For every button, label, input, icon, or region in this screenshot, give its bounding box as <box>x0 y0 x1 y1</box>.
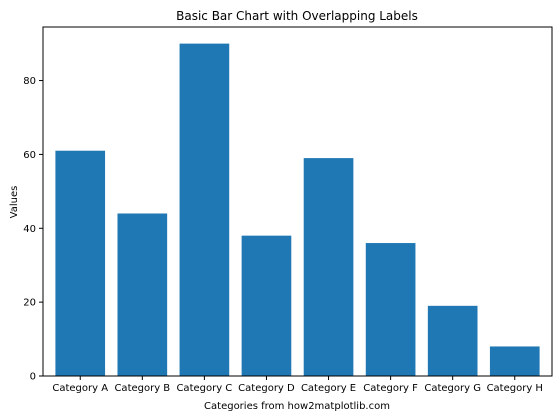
x-tick-label: Category G <box>424 383 481 394</box>
bar-category-f <box>365 243 416 376</box>
x-tick-label: Category A <box>52 383 108 394</box>
plot-area-frame <box>42 26 553 377</box>
x-axis-label: Categories from how2matplotlib.com <box>204 401 390 412</box>
y-tick-label: 60 <box>23 150 36 161</box>
bar-category-h <box>489 346 540 376</box>
bar-category-c <box>179 43 230 377</box>
x-axis-ticks: Category A Category B Category C Category D… <box>52 376 543 394</box>
y-tick-label: 40 <box>23 224 36 235</box>
bars-group <box>55 43 540 377</box>
y-tick-label: 0 <box>30 372 36 383</box>
x-tick-label: Category D <box>238 383 295 394</box>
y-axis-ticks: 0 20 40 60 80 <box>23 76 43 383</box>
bar-category-d <box>241 235 292 376</box>
bar-category-b <box>117 213 168 376</box>
bar-category-a <box>55 150 106 376</box>
x-tick-label: Category E <box>301 383 356 394</box>
y-tick-label: 80 <box>23 76 36 87</box>
y-tick-label: 20 <box>23 298 36 309</box>
x-tick-label: Category C <box>176 383 232 394</box>
bar-category-e <box>303 158 354 376</box>
y-axis-label: Values <box>9 186 20 219</box>
bar-category-g <box>427 305 478 376</box>
chart-title: Basic Bar Chart with Overlapping Labels <box>176 9 418 23</box>
x-tick-label: Category F <box>363 383 418 394</box>
x-tick-label: Category H <box>487 383 543 394</box>
x-tick-label: Category B <box>114 383 170 394</box>
